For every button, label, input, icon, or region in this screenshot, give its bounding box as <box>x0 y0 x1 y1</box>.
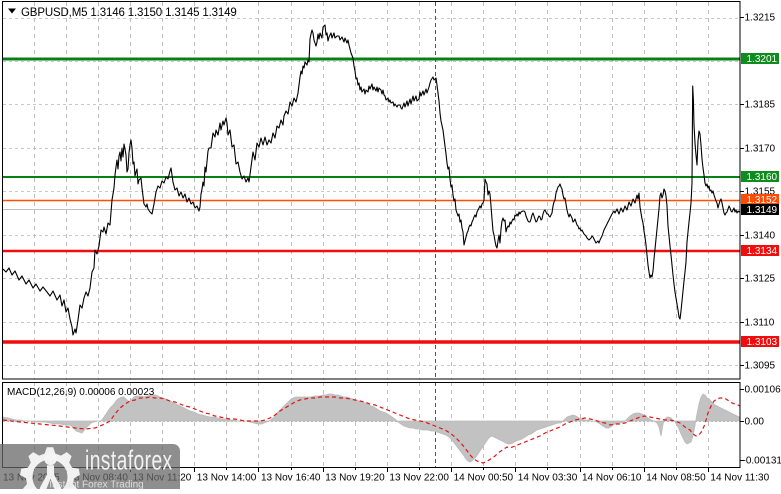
svg-text:1.3201: 1.3201 <box>747 54 778 65</box>
svg-text:0.00: 0.00 <box>745 417 765 428</box>
svg-text:1.3095: 1.3095 <box>745 361 776 372</box>
svg-text:14 Nov 08:50: 14 Nov 08:50 <box>646 473 706 484</box>
svg-text:0.00106: 0.00106 <box>745 385 781 396</box>
svg-text:14 Nov 00:50: 14 Nov 00:50 <box>454 473 514 484</box>
svg-text:1.3110: 1.3110 <box>745 318 775 329</box>
svg-text:13 Nov 16:40: 13 Nov 16:40 <box>261 473 321 484</box>
svg-text:1.3134: 1.3134 <box>747 246 778 257</box>
svg-text:1.3149: 1.3149 <box>747 205 778 216</box>
svg-text:1.3185: 1.3185 <box>745 100 776 111</box>
svg-text:1.3103: 1.3103 <box>747 337 778 348</box>
svg-text:MACD(12,26,9) 0.00006 0.00023: MACD(12,26,9) 0.00006 0.00023 <box>7 387 155 398</box>
svg-text:1.3140: 1.3140 <box>745 231 776 242</box>
svg-text:GBPUSD,M5 1.3146 1.3150 1.314: GBPUSD,M5 1.3146 1.3150 1.3145 1.3149 <box>21 7 237 19</box>
svg-text:13 Nov 22:00: 13 Nov 22:00 <box>389 473 449 484</box>
svg-text:14 Nov 03:30: 14 Nov 03:30 <box>518 473 578 484</box>
svg-text:13 Nov 14:00: 13 Nov 14:00 <box>197 473 257 484</box>
svg-text:instaforex: instaforex <box>85 446 173 476</box>
svg-text:13 Nov 19:20: 13 Nov 19:20 <box>325 473 385 484</box>
svg-text:-0.00131: -0.00131 <box>743 456 781 467</box>
svg-text:14 Nov 06:10: 14 Nov 06:10 <box>582 473 642 484</box>
svg-text:Instant Forex Trading: Instant Forex Trading <box>49 480 144 490</box>
svg-text:14 Nov 11:30: 14 Nov 11:30 <box>710 473 769 484</box>
svg-text:1.3125: 1.3125 <box>745 274 776 285</box>
svg-text:1.3215: 1.3215 <box>745 13 776 24</box>
svg-text:1.3170: 1.3170 <box>745 144 776 155</box>
svg-text:1.3160: 1.3160 <box>747 172 778 183</box>
